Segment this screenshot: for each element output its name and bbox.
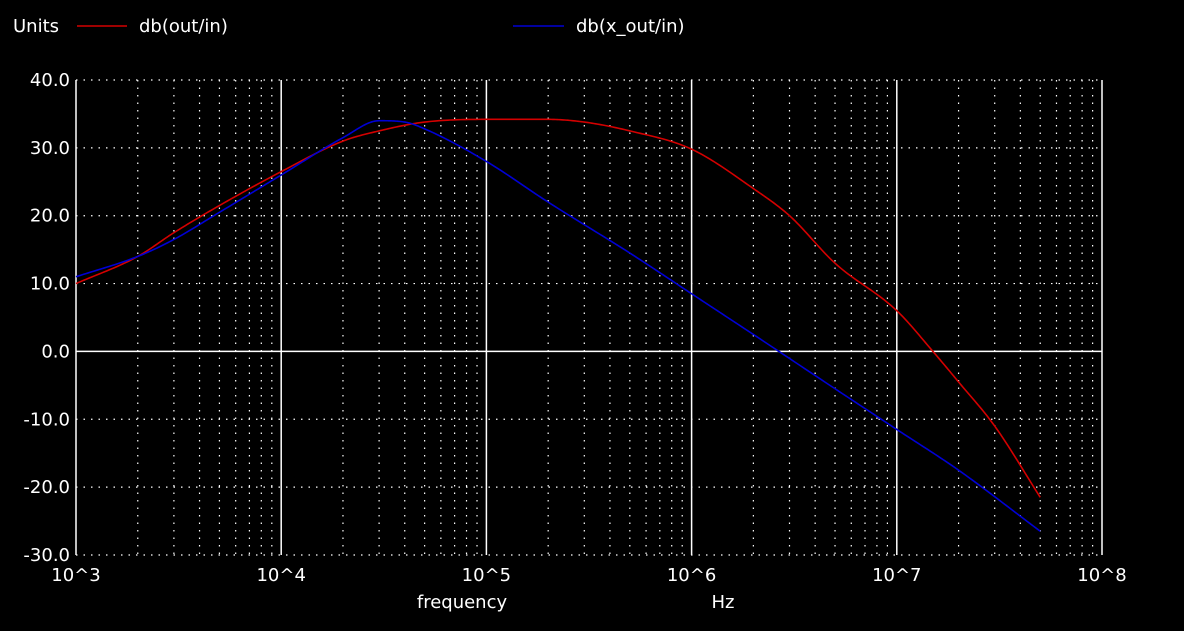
tick-labels: 40.0 30.0 20.0 10.0 0.0 -10.0 -20.0 -30.010^3 10… [23,70,1126,586]
legend: Units db(out/in) db(x_out/in) [13,16,685,37]
legend-label-db-x-out-in: db(x_out/in) [576,16,685,37]
x-axis-label: frequency [417,592,508,613]
x-tick-label: 10^3 [51,565,100,586]
y-tick-label: 20.0 [30,206,70,227]
x-tick-label: 10^4 [256,565,305,586]
x-tick-label: 10^5 [462,565,511,586]
x-tick-label: 10^7 [872,565,921,586]
legend-label-db-out-in: db(out/in) [139,16,228,37]
y-tick-label: 40.0 [30,70,70,91]
grid [75,79,1103,556]
y-tick-label: -20.0 [23,477,70,498]
y-tick-label: 30.0 [30,138,70,159]
series-layer [75,118,1041,532]
series-line-db-out-in [75,118,1041,498]
x-axis-unit: Hz [712,592,735,613]
y-tick-label: 10.0 [30,274,70,295]
series-line-db-x-out-in [75,119,1041,532]
y-tick-label: 0.0 [41,341,70,362]
x-tick-label: 10^6 [667,565,716,586]
x-tick-label: 10^8 [1077,565,1126,586]
y-tick-label: -10.0 [23,409,70,430]
y-tick-label: -30.0 [23,545,70,566]
units-label: Units [13,16,59,37]
